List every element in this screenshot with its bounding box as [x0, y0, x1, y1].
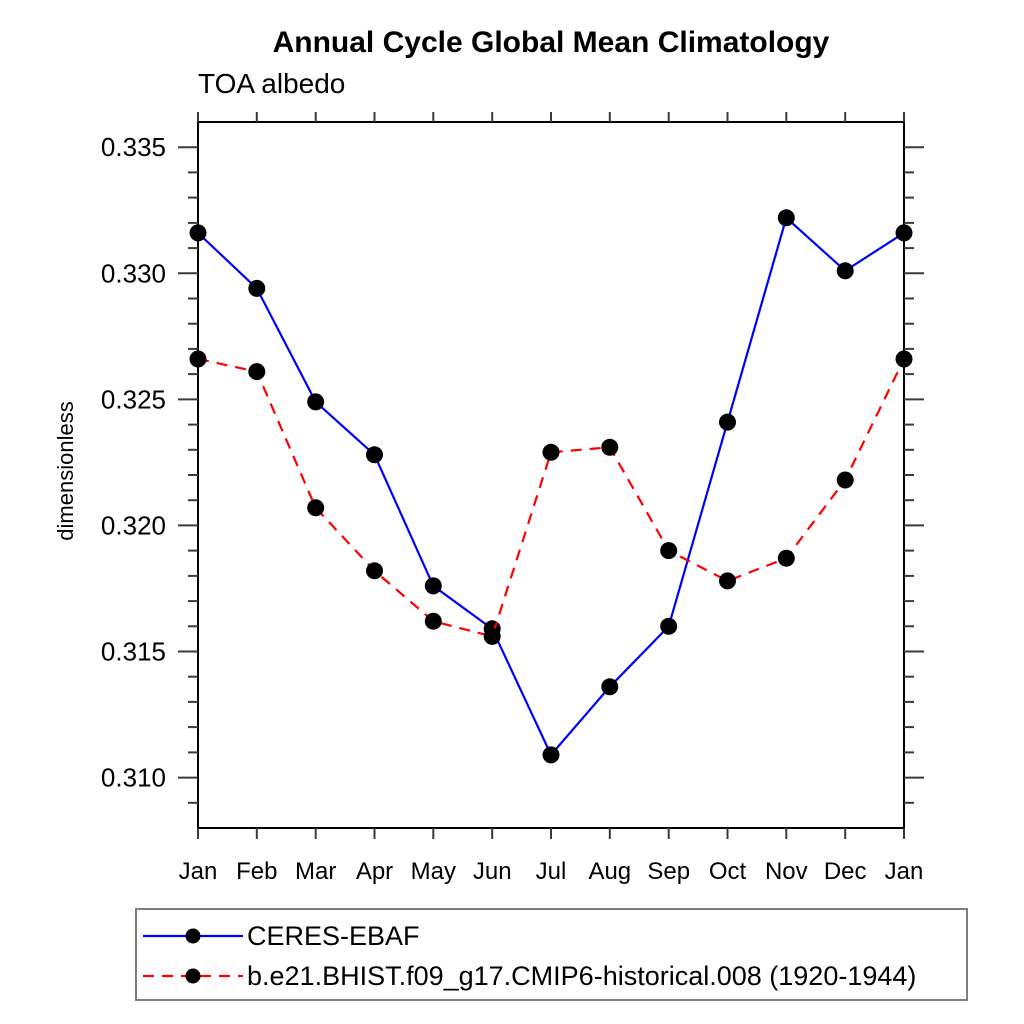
data-point-marker — [719, 413, 736, 431]
y-tick-label: 0.325 — [101, 384, 166, 414]
data-point-marker — [366, 446, 383, 464]
data-point-marker — [542, 746, 560, 764]
legend-label-model: b.e21.BHIST.f09_g17.CMIP6-historical.008… — [247, 960, 917, 991]
data-point-marker — [777, 549, 795, 567]
data-point-marker — [307, 393, 325, 411]
data-point-marker — [366, 562, 383, 580]
x-tick-label: May — [411, 858, 456, 885]
data-point-marker — [189, 224, 207, 242]
data-point-marker — [777, 209, 795, 227]
x-tick-label: Sep — [647, 858, 690, 885]
legend-line-sample-blue-solid — [143, 928, 243, 944]
x-tick-label: Mar — [295, 858, 336, 885]
data-point-marker — [483, 627, 501, 645]
data-point-marker — [189, 350, 207, 368]
data-point-marker — [542, 443, 560, 461]
data-point-marker — [719, 572, 736, 590]
data-point-marker — [307, 499, 325, 517]
y-tick-label: 0.310 — [101, 763, 166, 793]
series-line-ceres-ebaf — [197, 215, 905, 757]
y-tick-label: 0.320 — [101, 510, 166, 540]
y-tick-label: 0.315 — [101, 637, 166, 667]
data-point-marker — [248, 363, 266, 381]
data-point-marker — [601, 678, 619, 696]
data-point-marker — [248, 279, 266, 297]
series-line-model — [197, 357, 905, 638]
x-tick-label: Dec — [824, 858, 867, 885]
x-tick-label: Nov — [765, 858, 808, 885]
legend-entry-ceres-ebaf: CERES-EBAF — [141, 921, 420, 951]
y-tick-label: 0.330 — [101, 258, 166, 288]
chart-subtitle: TOA albedo — [198, 68, 346, 99]
y-tick-label: 0.335 — [101, 132, 166, 162]
data-point-marker — [424, 577, 442, 595]
x-tick-label: Apr — [356, 858, 393, 885]
x-tick-label: Feb — [236, 858, 277, 885]
data-point-marker — [895, 224, 913, 242]
x-tick-label: Jan — [885, 858, 924, 885]
data-point-marker — [424, 612, 442, 630]
data-point-marker — [660, 542, 678, 560]
x-tick-label: Jun — [473, 858, 512, 885]
data-point-marker — [836, 471, 854, 489]
legend-line-sample-red-dashed — [143, 968, 243, 984]
chart-title: Annual Cycle Global Mean Climatology — [272, 26, 830, 59]
x-tick-label: Jul — [536, 858, 567, 885]
data-point-marker — [660, 617, 678, 635]
data-point-marker — [836, 262, 854, 280]
data-point-marker — [895, 350, 913, 368]
data-point-marker — [601, 438, 619, 456]
x-tick-label: Jan — [179, 858, 218, 885]
x-tick-label: Oct — [709, 858, 747, 885]
x-tick-label: Aug — [588, 858, 631, 885]
legend-label-ceres-ebaf: CERES-EBAF — [247, 920, 420, 951]
legend-box: CERES-EBAF b.e21.BHIST.f09_g17.CMIP6-his… — [135, 908, 968, 1001]
legend-entry-model: b.e21.BHIST.f09_g17.CMIP6-historical.008… — [141, 961, 916, 991]
